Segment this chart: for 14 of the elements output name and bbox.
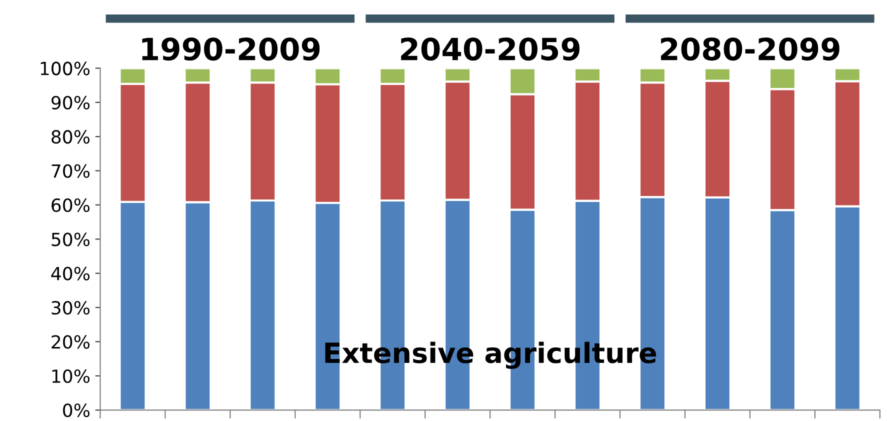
y-tick-label: 70% [52, 164, 90, 178]
y-tick-label: 10% [52, 369, 90, 383]
y-tick-label: 0% [63, 404, 90, 418]
y-tick-label: 90% [52, 96, 90, 110]
y-tick-label: 40% [51, 266, 90, 280]
y-tick-label: 60% [52, 198, 90, 212]
text: 2080-2099 [660, 37, 840, 61]
y-tick-label: 30% [52, 300, 90, 315]
text: 1990-2009 [142, 37, 320, 61]
text: 2040-2059 [401, 37, 580, 61]
y-tick-label: 50% [52, 232, 90, 246]
y-tick-label: 20% [52, 335, 90, 349]
y-tick-label: 100% [40, 62, 90, 76]
y-tick-label: 80% [52, 130, 90, 144]
